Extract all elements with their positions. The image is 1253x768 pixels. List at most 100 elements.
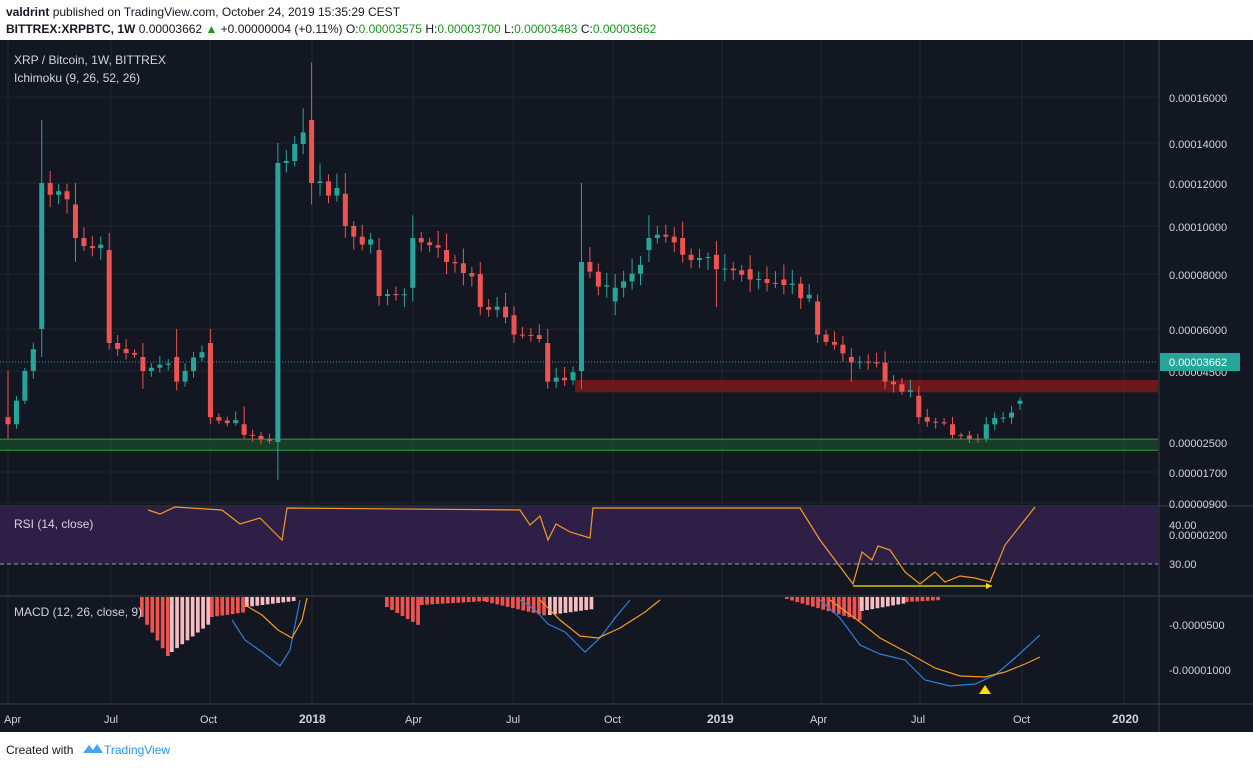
macd-histogram-bar [145,597,149,625]
price-tick: 0.00001700 [1169,468,1227,480]
macd-histogram-bar [170,597,174,652]
author-name[interactable]: valdrint [6,5,50,19]
macd-histogram-bar [800,597,805,604]
candle-body [621,281,627,288]
price-tick: 0.00002500 [1169,438,1227,450]
macd-histogram-bar [206,597,211,625]
candle-body [140,357,146,371]
macd-histogram-bar [852,597,857,619]
created-with-label: Created with [6,743,74,757]
macd-histogram-bar [542,597,546,616]
macd-histogram-bar [175,597,179,649]
macd-histogram-bar [490,597,494,604]
candle-body [604,285,610,287]
rsi-tick: 30.00 [1169,559,1197,571]
candlestick-series [5,62,1023,480]
close-value: 0.00003662 [592,22,657,36]
macd-histogram-bar [505,597,510,607]
candle-body [199,352,205,358]
macd-histogram-bar [451,597,455,604]
price-tick: 0.00012000 [1169,179,1227,191]
candle-body [13,400,19,425]
macd-histogram-bar [456,597,461,603]
candle-body [22,370,28,401]
time-label: Oct [604,714,621,726]
macd-histogram-bar [390,597,394,610]
rsi-line-path [147,506,1036,586]
macd-histogram-bar [880,597,885,608]
candle-body [663,234,669,237]
candle-body [823,334,829,342]
macd-cross-marker-icon [979,685,991,694]
candle-body [697,257,703,261]
macd-histogram-bar [140,597,144,617]
candle-body [562,377,568,381]
macd-histogram-bar [281,597,286,603]
last-price: 0.00003662 [138,22,203,36]
macd-line-path [231,599,301,667]
rsi-tick: 40.00 [1169,520,1197,532]
candle-body [317,181,323,183]
macd-histogram [140,597,940,656]
macd-histogram-bar [795,597,800,603]
macd-histogram-bar [579,597,583,611]
macd-histogram-bar [837,597,841,615]
macd-histogram-bar [220,597,225,616]
candle-body [241,424,247,435]
rsi-line [147,506,1036,586]
macd-histogram-bar [910,597,914,602]
macd-histogram-bar [875,597,880,609]
candle-body [789,283,795,285]
time-label: Apr [810,714,827,726]
candle-body [342,193,348,226]
macd-histogram-bar [230,597,235,615]
macd-histogram-bar [482,597,487,602]
candle-body [857,361,863,363]
price-chart[interactable]: XRP / Bitcoin, 1W, BITTREX Ichimoku (9, … [0,40,1253,732]
price-tick: 0.00000900 [1169,499,1227,511]
candle-body [98,244,104,249]
candle-body [393,294,399,296]
macd-histogram-bar [574,597,578,612]
candle-body [975,438,981,440]
candle-body [1000,417,1006,419]
tradingview-logo-icon [83,744,103,753]
candle-body [224,420,230,424]
candle-body [587,262,593,272]
current-price-label: 0.00003662 [1169,357,1227,369]
macd-histogram-bar [385,597,389,607]
macd-histogram-bar [166,597,170,656]
rsi-arrowhead-icon [986,583,992,589]
candle-body [494,306,500,310]
tradingview-brand[interactable]: TradingView [104,743,171,757]
candle-body [671,236,677,243]
candle-body [359,236,365,245]
macd-histogram-bar [521,597,526,611]
macd-histogram-bar [236,597,240,614]
macd-histogram-bar [790,597,794,601]
candle-body [705,256,711,258]
macd-histogram-bar [477,597,481,602]
macd-legend: MACD (12, 26, close, 9) [14,605,142,619]
candle-body [595,271,601,287]
candle-body [612,287,618,302]
candle-body [772,282,778,284]
macd-histogram-bar [461,597,466,603]
macd-histogram-bar [160,597,165,649]
candle-body [950,424,956,435]
candle-body [106,250,112,343]
candle-body [157,364,163,368]
macd-histogram-bar [416,597,420,625]
time-label: 2019 [707,712,734,726]
signal-line-path [829,599,1041,678]
macd-histogram-bar [905,597,909,602]
macd-histogram-bar [548,597,552,615]
candle-body [933,421,939,423]
candle-body [882,362,888,382]
candle-body [781,279,787,285]
macd-histogram-bar [255,597,260,606]
macd-histogram-bar [816,597,820,609]
rsi-band [0,507,1158,564]
price-tick: 0.00006000 [1169,325,1227,337]
candle-body [511,315,517,335]
